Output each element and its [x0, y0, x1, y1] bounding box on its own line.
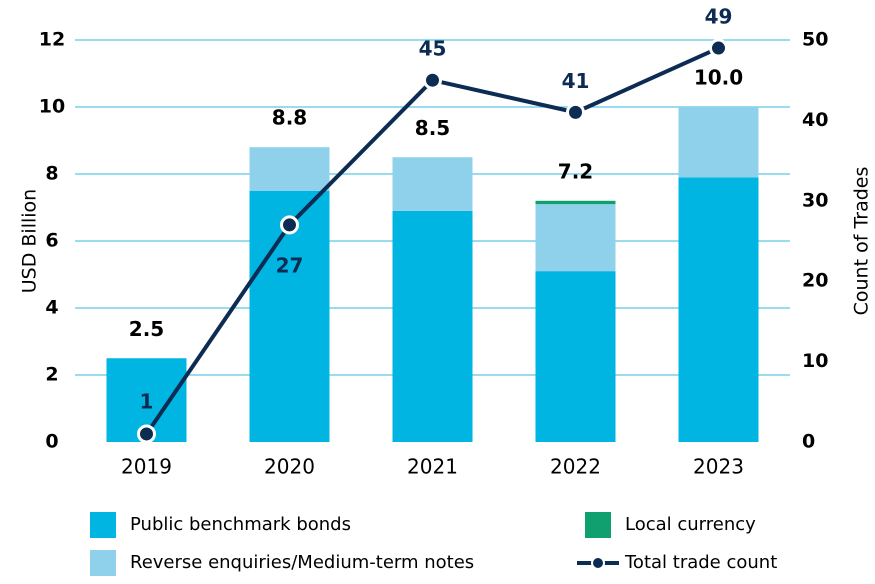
trade-label: 41	[562, 69, 590, 93]
legend-swatch	[90, 512, 116, 538]
x-tick-label: 2021	[407, 455, 458, 479]
x-tick-label: 2022	[550, 455, 601, 479]
trade-label: 49	[705, 5, 733, 29]
trade-point	[709, 38, 728, 58]
trade-label: 1	[140, 389, 154, 413]
y2-tick-label: 50	[802, 29, 828, 51]
trade-point	[566, 102, 585, 122]
bar-segment	[392, 157, 473, 211]
y2-axis-label: Count of Trades	[851, 167, 873, 316]
legend-label: Reverse enquiries/Medium-term notes	[130, 552, 474, 573]
trade-point	[423, 70, 442, 90]
bar-segment	[535, 200, 616, 205]
y-tick-label: 2	[45, 364, 58, 386]
y2-tick-label: 10	[802, 350, 828, 372]
y-axis-label: USD Billion	[19, 189, 41, 293]
bar-segment	[535, 271, 616, 442]
trade-point	[280, 215, 299, 235]
x-tick-label: 2023	[693, 455, 744, 479]
total-label: 7.2	[558, 159, 593, 183]
total-label: 2.5	[129, 317, 164, 341]
legend-swatch	[90, 550, 116, 576]
x-tick-label: 2019	[121, 455, 172, 479]
y2-tick-label: 30	[802, 189, 828, 211]
trade-point	[137, 424, 156, 444]
bar-segment	[392, 210, 473, 442]
total-label: 8.5	[415, 116, 450, 140]
trade-label: 27	[276, 253, 304, 277]
legend-label: Total trade count	[624, 552, 777, 573]
y-tick-label: 10	[39, 96, 65, 118]
y2-tick-label: 20	[802, 270, 828, 292]
y2-tick-label: 0	[802, 431, 815, 453]
y2-tick-label: 40	[802, 109, 828, 131]
trade-label: 45	[419, 37, 447, 61]
bar-segment	[249, 147, 330, 191]
legend-label: Public benchmark bonds	[130, 514, 351, 535]
y-tick-label: 6	[45, 230, 58, 252]
bar-segment	[678, 107, 759, 178]
legend-dot	[591, 556, 605, 570]
bar-segment	[535, 204, 616, 272]
legend-swatch	[585, 512, 611, 538]
y-tick-label: 8	[45, 163, 58, 185]
total-label: 10.0	[694, 66, 743, 90]
x-tick-label: 2020	[264, 455, 315, 479]
bar-segment	[678, 177, 759, 442]
y-tick-label: 4	[45, 297, 58, 319]
y-tick-label: 0	[45, 431, 58, 453]
y-tick-label: 12	[39, 29, 65, 51]
total-label: 8.8	[272, 106, 307, 130]
legend-label: Local currency	[625, 514, 756, 535]
